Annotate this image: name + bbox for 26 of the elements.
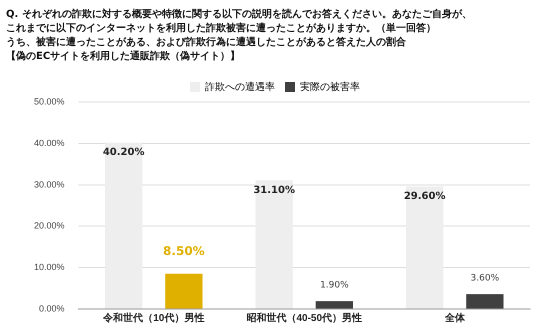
x-tick-label: 令和世代（10代）男性 <box>102 312 204 324</box>
data-label: 40.20% <box>102 147 144 158</box>
bar <box>105 142 142 308</box>
y-tick-label: 50.00% <box>34 96 65 106</box>
bar <box>466 294 504 308</box>
legend-label: 詐欺への遭遇率 <box>205 80 275 93</box>
data-label: 3.60% <box>470 273 500 284</box>
y-tick-label: 20.00% <box>34 220 65 231</box>
data-label: 8.50% <box>163 244 205 258</box>
x-tick-label: 昭和世代（40-50代）男性 <box>246 312 362 324</box>
bar <box>316 301 354 308</box>
legend-label: 実際の被害率 <box>300 80 360 93</box>
data-label: 31.10% <box>253 184 295 196</box>
y-tick-label: 0.00% <box>38 303 65 314</box>
chart-title: Q. それぞれの詐欺に対する概要や特徴に関する以下の説明を読んでお答えください。あなたご自身が、これまでに以下のインターネットを利用した詐欺被害に遭ったことがありますか。（単一回答） <box>6 8 473 36</box>
bar <box>256 180 293 308</box>
y-tick-label: 10.00% <box>34 262 65 272</box>
chart-subtitle: うち、被害に遭ったことがある、および詐欺行為に遭遇したことがあると答えた人の割合 <box>6 36 407 50</box>
bar <box>406 186 444 308</box>
y-tick-label: 30.00% <box>34 179 65 190</box>
y-tick-label: 40.00% <box>34 138 65 148</box>
data-label: 29.60% <box>404 191 446 202</box>
bar <box>165 274 203 308</box>
data-label: 1.90% <box>320 280 350 290</box>
text: 【偽のECサイトを利用した通販詐欺（偽サイト）】 <box>6 50 242 64</box>
x-tick-label: 全体 <box>444 312 466 324</box>
